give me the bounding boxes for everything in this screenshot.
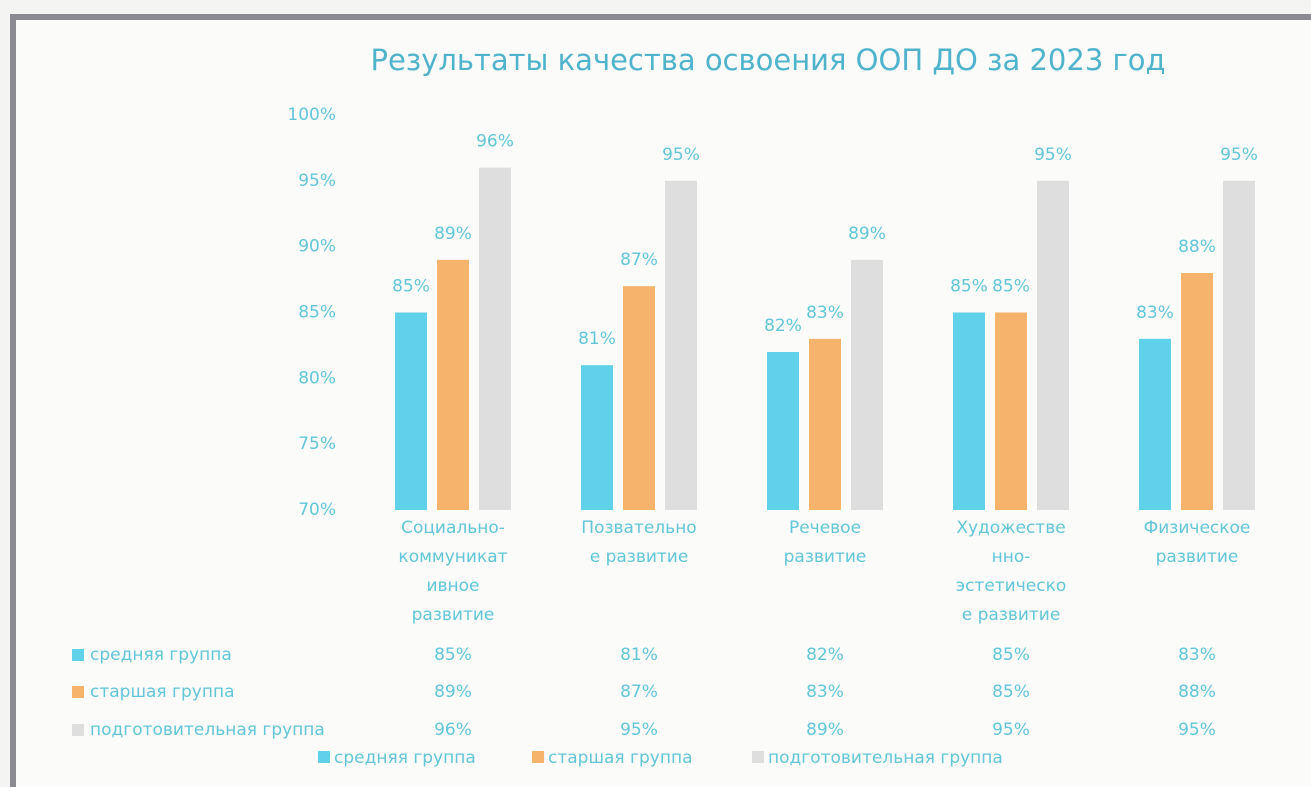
table-cell: 88%	[1178, 682, 1216, 702]
table-cell: 89%	[434, 682, 472, 702]
data-label: 87%	[620, 250, 658, 270]
bar	[581, 365, 613, 510]
data-label: 95%	[1034, 145, 1072, 165]
legend-label: старшая группа	[548, 748, 693, 768]
table-cell: 95%	[620, 720, 658, 740]
data-label: 83%	[806, 303, 844, 323]
table-cell: 95%	[992, 720, 1030, 740]
y-tick-label: 85%	[298, 303, 336, 323]
y-tick-label: 80%	[298, 368, 336, 388]
table-cell: 85%	[992, 645, 1030, 665]
bar	[995, 312, 1027, 510]
legend-label: подготовительная группа	[768, 748, 1003, 768]
x-tick-label: Социально-коммуникативное развитие	[398, 518, 508, 625]
data-label: 82%	[764, 316, 802, 336]
data-label: 85%	[992, 277, 1030, 297]
table-legend-key	[72, 686, 84, 698]
x-tick-label: Физическое развитие	[1143, 518, 1251, 567]
bar	[1181, 273, 1213, 510]
table-row-header: подготовительная группа	[90, 720, 325, 740]
table-cell: 95%	[1178, 720, 1216, 740]
y-tick-label: 70%	[298, 500, 336, 520]
bar	[851, 259, 883, 510]
bar	[809, 338, 841, 510]
data-label: 89%	[848, 224, 886, 244]
table-row-header: старшая группа	[90, 682, 235, 702]
bar	[767, 352, 799, 510]
table-legend-key	[72, 724, 84, 736]
bar	[395, 312, 427, 510]
legend-key	[532, 751, 544, 763]
chart-title: Результаты качества освоения ООП ДО за 2…	[370, 43, 1165, 77]
bar	[953, 312, 985, 510]
table-legend-key	[72, 649, 84, 661]
bar	[1223, 180, 1255, 511]
x-tick-label: Речевое развитие	[783, 518, 867, 567]
data-label: 88%	[1178, 237, 1216, 257]
table-cell: 83%	[806, 682, 844, 702]
table-cell: 85%	[434, 645, 472, 665]
data-label: 85%	[392, 277, 430, 297]
bar	[479, 167, 511, 510]
x-tick-label: Позвательное развитие	[581, 518, 697, 567]
data-label: 83%	[1136, 303, 1174, 323]
legend-label: средняя группа	[334, 748, 476, 768]
bar	[623, 286, 655, 510]
y-tick-label: 90%	[298, 237, 336, 257]
table-cell: 82%	[806, 645, 844, 665]
legend-key	[752, 751, 764, 763]
y-tick-label: 95%	[298, 171, 336, 191]
x-tick-label: Художественно-эстетическое развитие	[955, 518, 1067, 625]
y-tick-label: 100%	[287, 105, 336, 125]
y-tick-label: 75%	[298, 434, 336, 454]
table-cell: 89%	[806, 720, 844, 740]
data-label: 89%	[434, 224, 472, 244]
table-cell: 81%	[620, 645, 658, 665]
bar	[665, 180, 697, 511]
data-label: 96%	[476, 132, 514, 152]
data-label: 95%	[662, 145, 700, 165]
bar	[1037, 180, 1069, 511]
table-cell: 87%	[620, 682, 658, 702]
bar	[437, 259, 469, 510]
data-label: 81%	[578, 329, 616, 349]
data-label: 95%	[1220, 145, 1258, 165]
table-row-header: средняя группа	[90, 645, 232, 665]
table-cell: 83%	[1178, 645, 1216, 665]
frame	[10, 14, 1311, 787]
table-cell: 96%	[434, 720, 472, 740]
bar	[1139, 338, 1171, 510]
legend-key	[318, 751, 330, 763]
table-cell: 85%	[992, 682, 1030, 702]
data-label: 85%	[950, 277, 988, 297]
